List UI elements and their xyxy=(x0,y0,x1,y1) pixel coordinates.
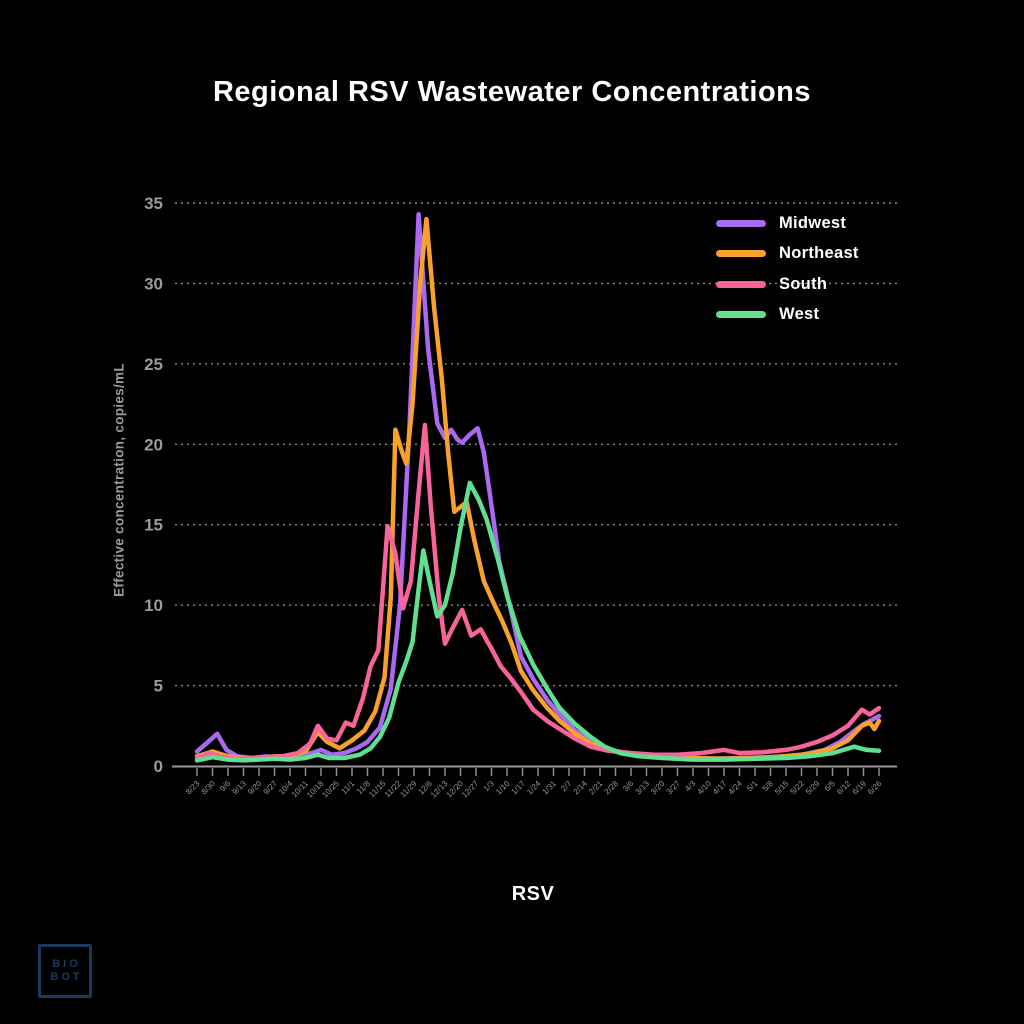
logo-line-1: BIO xyxy=(52,958,81,970)
y-tick-label: 35 xyxy=(144,194,163,213)
chart-title: Regional RSV Wastewater Concentrations xyxy=(212,76,812,108)
y-axis-title: Effective concentration, copies/mL xyxy=(111,363,127,597)
y-tick-label: 15 xyxy=(144,516,163,535)
x-tick-label: 2/28 xyxy=(603,779,621,797)
y-tick-label: 25 xyxy=(144,355,163,374)
legend-label-northeast: Northeast xyxy=(779,244,859,263)
legend-item-west: West xyxy=(716,300,859,331)
legend-swatch-northeast xyxy=(716,250,766,258)
legend-label-west: West xyxy=(779,305,820,324)
x-tick-label: 3/13 xyxy=(634,779,652,797)
x-tick-label: 5/22 xyxy=(789,779,807,797)
x-tick-label: 9/27 xyxy=(262,779,280,797)
biobot-logo: BIO BOT xyxy=(38,944,92,998)
y-tick-label: 5 xyxy=(154,677,163,696)
series-line-south xyxy=(194,422,882,762)
x-tick-label: 9/13 xyxy=(231,779,249,797)
x-tick-label: 10/25 xyxy=(320,779,341,800)
x-tick-label: 8/23 xyxy=(184,779,202,797)
series-line-west xyxy=(194,480,882,763)
x-tick-label: 4/10 xyxy=(696,779,714,797)
x-tick-label: 11/29 xyxy=(398,779,418,799)
x-tick-label: 11/1 xyxy=(339,779,356,796)
x-axis-title: RSV xyxy=(511,883,555,905)
legend-label-south: South xyxy=(779,274,828,293)
x-tick-label: 3/27 xyxy=(665,779,683,797)
legend-item-midwest: Midwest xyxy=(716,208,859,239)
x-tick-label: 2/21 xyxy=(587,779,605,797)
legend-item-south: South xyxy=(716,269,859,300)
legend-item-northeast: Northeast xyxy=(716,239,859,270)
x-tick-label: 9/20 xyxy=(246,779,264,797)
legend-swatch-west xyxy=(716,311,766,319)
x-tick-label: 8/30 xyxy=(200,779,218,797)
x-tick-label: 6/12 xyxy=(835,779,853,797)
y-tick-label: 10 xyxy=(144,596,163,615)
x-tick-label: 1/10 xyxy=(494,779,512,797)
legend-label-midwest: Midwest xyxy=(779,213,847,232)
y-tick-label: 30 xyxy=(144,274,163,293)
logo-line-2: BOT xyxy=(50,971,83,983)
y-tick-label: 0 xyxy=(154,757,163,776)
x-tick-label: 3/20 xyxy=(649,779,667,797)
x-tick-label: 4/17 xyxy=(711,779,729,797)
x-tick-label: 5/1 xyxy=(745,779,760,794)
legend-swatch-midwest xyxy=(716,219,766,227)
x-tick-label: 5/15 xyxy=(773,779,791,797)
x-tick-label: 12/27 xyxy=(460,779,481,800)
x-tick-label: 1/17 xyxy=(510,779,528,797)
x-tick-label: 2/14 xyxy=(572,779,590,797)
x-tick-label: 4/24 xyxy=(727,779,745,797)
y-tick-label: 20 xyxy=(144,435,163,454)
x-tick-label: 5/29 xyxy=(804,779,822,797)
legend-swatch-south xyxy=(716,280,766,288)
legend: Midwest Northeast South West xyxy=(716,208,859,330)
x-tick-label: 6/19 xyxy=(851,779,869,797)
x-tick-label: 6/26 xyxy=(866,779,884,797)
x-tick-label: 1/31 xyxy=(541,779,559,797)
x-tick-label: 1/24 xyxy=(525,779,543,797)
